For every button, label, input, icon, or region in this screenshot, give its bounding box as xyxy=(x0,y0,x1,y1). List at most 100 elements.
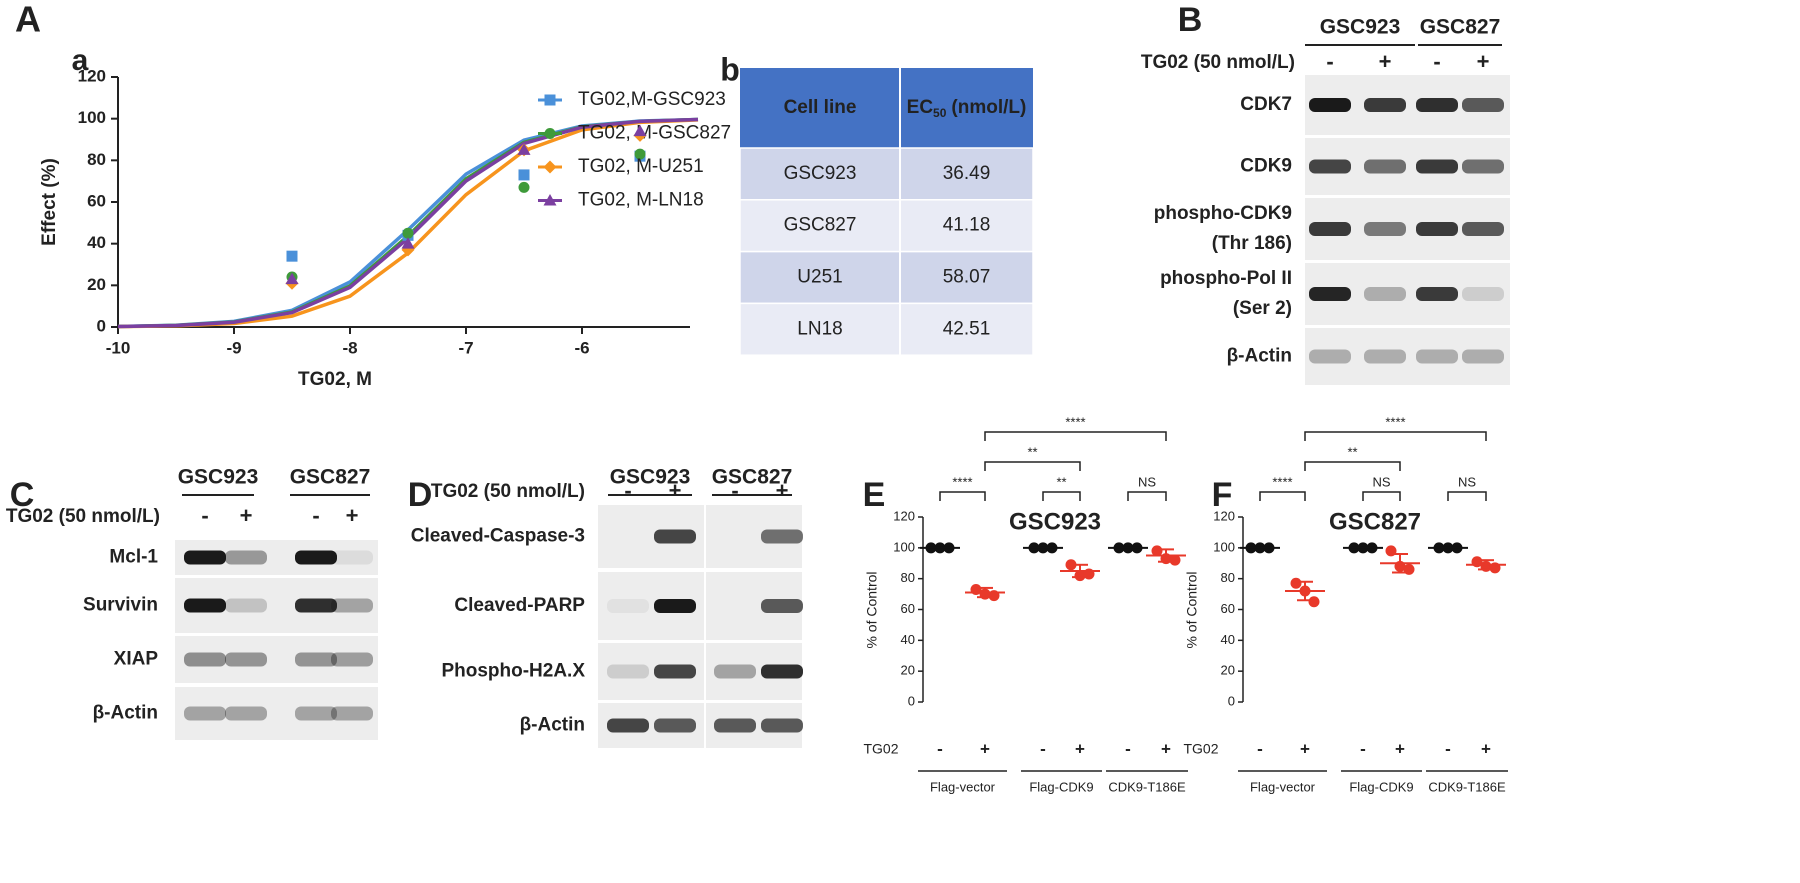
blot-row-label: (Ser 2) xyxy=(1233,298,1292,319)
y-tick-label: 120 xyxy=(78,66,106,85)
blot-row-label: Phospho-H2A.X xyxy=(441,661,585,682)
blot-row-label: Survivin xyxy=(83,595,158,616)
replicate-point xyxy=(1169,554,1181,566)
treatment-sign: + xyxy=(346,503,359,528)
blot-band xyxy=(331,550,373,565)
group-label: Flag-CDK9 xyxy=(1349,779,1413,794)
treatment-sign: + xyxy=(1300,739,1310,758)
error-bar xyxy=(977,586,993,599)
y-axis-label: Effect (%) xyxy=(39,158,60,246)
blot-band xyxy=(225,598,267,613)
significance-bracket xyxy=(1304,461,1401,471)
significance-label: NS xyxy=(1372,474,1390,489)
y-tick-label: 0 xyxy=(908,693,915,708)
treatment-sign: - xyxy=(937,739,943,758)
blot-band xyxy=(295,652,337,667)
significance-bracket xyxy=(1304,431,1487,441)
blot-band xyxy=(331,598,373,613)
blot-band xyxy=(654,599,696,613)
panel-label: C xyxy=(10,476,35,514)
blot-band xyxy=(1309,98,1351,112)
blot-band xyxy=(1309,287,1351,301)
data-point xyxy=(634,148,646,160)
significance-bracket xyxy=(1127,491,1167,501)
legend-label: TG02, M-GSC827 xyxy=(578,123,731,144)
header-text: EC xyxy=(907,97,934,118)
blot-band xyxy=(607,718,649,733)
y-tick-label: 60 xyxy=(1221,601,1235,616)
group-label: CDK9-T186E xyxy=(1428,779,1506,794)
blot-band xyxy=(295,598,337,613)
fit-curve xyxy=(117,117,699,329)
blot-group-label: GSC923 xyxy=(610,466,691,489)
blot-row-label: β-Actin xyxy=(93,703,158,724)
blot-band xyxy=(714,718,756,733)
x-tick-label: -9 xyxy=(226,338,241,357)
y-tick-label: 20 xyxy=(901,663,915,678)
treatment-sign: + xyxy=(669,478,682,503)
y-tick-label: 120 xyxy=(1213,508,1235,523)
x-tick-label: -8 xyxy=(342,338,357,357)
blot-row-label: (Thr 186) xyxy=(1212,233,1292,254)
blot-band xyxy=(1416,98,1458,112)
y-tick-label: 80 xyxy=(1221,570,1235,585)
y-tick-label: 100 xyxy=(1213,539,1235,554)
treatment-sign: - xyxy=(1125,739,1131,758)
blot-band xyxy=(1364,98,1406,112)
y-tick-label: 100 xyxy=(78,108,106,127)
blot-band xyxy=(295,706,337,721)
data-point xyxy=(518,181,530,193)
treatment-sign: - xyxy=(312,503,319,528)
significance-bracket xyxy=(1362,491,1401,501)
treatment-label: TG02 (50 nmol/L) xyxy=(6,506,160,527)
panel-label: D xyxy=(408,476,433,514)
data-point xyxy=(633,124,647,137)
treatment-sign: + xyxy=(1379,49,1392,74)
y-tick-label: 60 xyxy=(901,601,915,616)
blot-strip xyxy=(175,687,378,740)
y-tick-label: 40 xyxy=(87,233,106,252)
blot-band xyxy=(1462,287,1504,301)
fit-curve xyxy=(117,118,699,329)
table-cell: 41.18 xyxy=(943,215,991,236)
blot-row-label: β-Actin xyxy=(1227,346,1292,367)
treatment-sign: + xyxy=(1075,739,1085,758)
blot-band xyxy=(1364,222,1406,236)
significance-bracket xyxy=(1259,491,1306,501)
blot-band xyxy=(184,652,226,667)
treatment-sign: + xyxy=(1161,739,1171,758)
treatment-label: TG02 (50 nmol/L) xyxy=(431,481,585,502)
data-point xyxy=(518,169,530,181)
error-bar xyxy=(1158,548,1174,563)
significance-label: ** xyxy=(1056,474,1066,489)
blot-band xyxy=(225,550,267,565)
blot-band xyxy=(1364,287,1406,301)
panel-label: A xyxy=(15,0,41,40)
y-tick-label: 40 xyxy=(901,632,915,647)
y-tick-label: 100 xyxy=(893,539,915,554)
x-tick-label: -6 xyxy=(574,338,589,357)
blot-row-label: Mcl-1 xyxy=(109,547,158,568)
table-header-bg xyxy=(740,68,1033,148)
treatment-sign: - xyxy=(1360,739,1366,758)
significance-label: ** xyxy=(1027,444,1037,459)
treatment-sign: - xyxy=(624,478,631,503)
treatment-sign: + xyxy=(980,739,990,758)
treatment-sign: - xyxy=(1433,49,1440,74)
group-label: CDK9-T186E xyxy=(1108,779,1186,794)
blot-band xyxy=(654,664,696,679)
table-row-bg xyxy=(739,250,1034,305)
blot-band xyxy=(1462,349,1504,364)
y-tick-label: 80 xyxy=(87,150,106,169)
treatment-sign: - xyxy=(1257,739,1263,758)
legend-label: TG02, M-U251 xyxy=(578,156,704,177)
panel-label: B xyxy=(1178,1,1203,39)
blot-band xyxy=(331,706,373,721)
blot-band xyxy=(714,664,756,679)
blot-row-label: β-Actin xyxy=(520,715,585,736)
legend-label: TG02, M-LN18 xyxy=(578,190,704,211)
blot-band xyxy=(1462,222,1504,236)
significance-label: **** xyxy=(1272,474,1292,489)
blot-band xyxy=(225,652,267,667)
chart-title: GSC827 xyxy=(1329,508,1421,535)
